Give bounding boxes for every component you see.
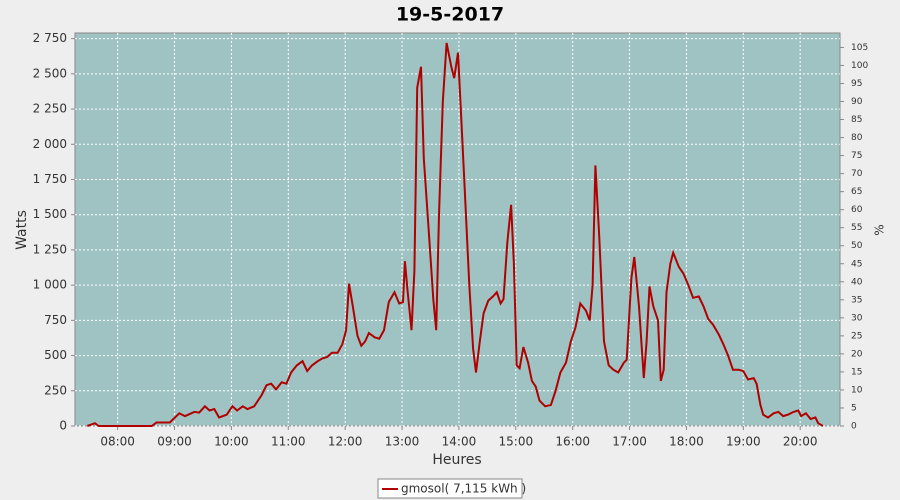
- x-tick-label: 10:00: [214, 435, 249, 449]
- x-tick-label: 15:00: [499, 435, 534, 449]
- y-tick-label: 1 000: [33, 278, 67, 292]
- legend-label: gmosol( 7,115 kWh ): [401, 482, 526, 496]
- y-tick-label: 2 500: [33, 66, 67, 80]
- y2-tick-label: 45: [851, 259, 862, 269]
- y-tick-label: 250: [44, 383, 67, 397]
- x-tick-label: 20:00: [783, 435, 818, 449]
- y-tick-label: 1 750: [33, 172, 67, 186]
- x-tick-label: 09:00: [157, 435, 192, 449]
- y2-tick-label: 15: [851, 367, 862, 377]
- y2-tick-label: 75: [851, 151, 862, 161]
- y-tick-label: 0: [59, 419, 67, 433]
- y2-tick-label: 105: [851, 43, 868, 53]
- y2-tick-label: 65: [851, 187, 862, 197]
- y2-tick-label: 35: [851, 295, 862, 305]
- x-tick-label: 16:00: [555, 435, 590, 449]
- y2-tick-label: 40: [851, 277, 863, 287]
- y-tick-label: 2 250: [33, 102, 67, 116]
- y-axis-label: Watts: [14, 210, 30, 250]
- y2-tick-label: 85: [851, 115, 862, 125]
- x-tick-label: 14:00: [442, 435, 477, 449]
- chart-title: 19-5-2017: [396, 4, 504, 26]
- y-tick-label: 500: [44, 348, 67, 362]
- x-tick-label: 08:00: [100, 435, 135, 449]
- x-tick-label: 18:00: [669, 435, 704, 449]
- y2-tick-label: 30: [851, 313, 863, 323]
- y2-tick-label: 80: [851, 133, 863, 143]
- plot-area: [74, 32, 841, 427]
- y2-tick-label: 60: [851, 205, 863, 215]
- y-tick-label: 2 750: [33, 31, 67, 45]
- x-tick-label: 11:00: [271, 435, 306, 449]
- y2-axis-label: %: [873, 224, 887, 235]
- y2-tick-label: 70: [851, 169, 863, 179]
- y-tick-label: 750: [44, 313, 67, 327]
- y2-tick-label: 95: [851, 79, 862, 89]
- x-tick-label: 12:00: [328, 435, 363, 449]
- legend: [377, 478, 523, 499]
- x-tick-label: 13:00: [385, 435, 420, 449]
- y2-tick-label: 55: [851, 223, 862, 233]
- y2-tick-label: 25: [851, 331, 862, 341]
- y-tick-label: 1 250: [33, 242, 67, 256]
- x-axis-label: Heures: [432, 452, 481, 468]
- y2-tick-label: 20: [851, 349, 863, 359]
- y2-tick-label: 100: [851, 61, 868, 71]
- y2-tick-label: 10: [851, 385, 863, 395]
- x-tick-label: 19:00: [726, 435, 761, 449]
- y2-tick-label: 0: [851, 422, 857, 432]
- y2-tick-label: 50: [851, 241, 863, 251]
- x-tick-label: 17:00: [612, 435, 647, 449]
- y-tick-label: 1 500: [33, 207, 67, 221]
- y2-tick-label: 90: [851, 97, 863, 107]
- y2-tick-label: 5: [851, 403, 857, 413]
- y-tick-label: 2 000: [33, 137, 67, 151]
- data-line: [86, 42, 824, 427]
